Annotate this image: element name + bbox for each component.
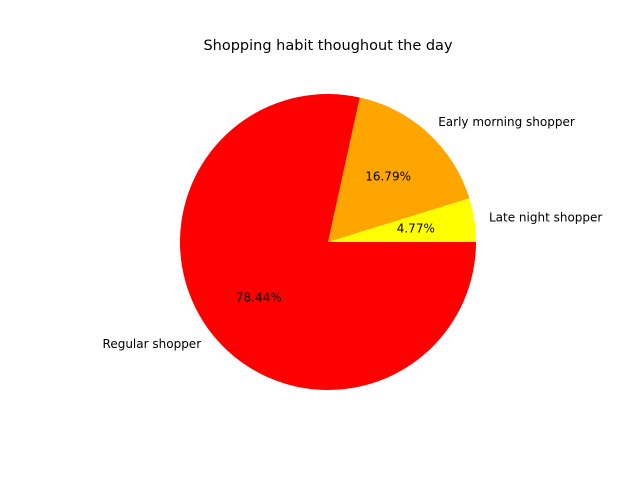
slice-label-late-night-shopper: Late night shopper [489,211,602,225]
slice-label-early-morning-shopper: Early morning shopper [438,115,575,129]
chart-title: Shopping habit thoughout the day [203,38,452,54]
pie-slice-regular-shopper [180,93,476,390]
pie-slice-late-night-shopper [328,198,476,242]
slice-percent-regular-shopper: 78.44% [236,291,282,305]
pie-slice-early-morning-shopper [328,97,470,242]
slice-label-regular-shopper: Regular shopper [103,337,202,351]
slice-percent-early-morning-shopper: 16.79% [365,170,411,184]
slice-percent-late-night-shopper: 4.77% [397,222,435,236]
pie-labels: Late night shopper 4.77% Early morning sho… [103,115,603,351]
pie-slices [180,93,476,390]
